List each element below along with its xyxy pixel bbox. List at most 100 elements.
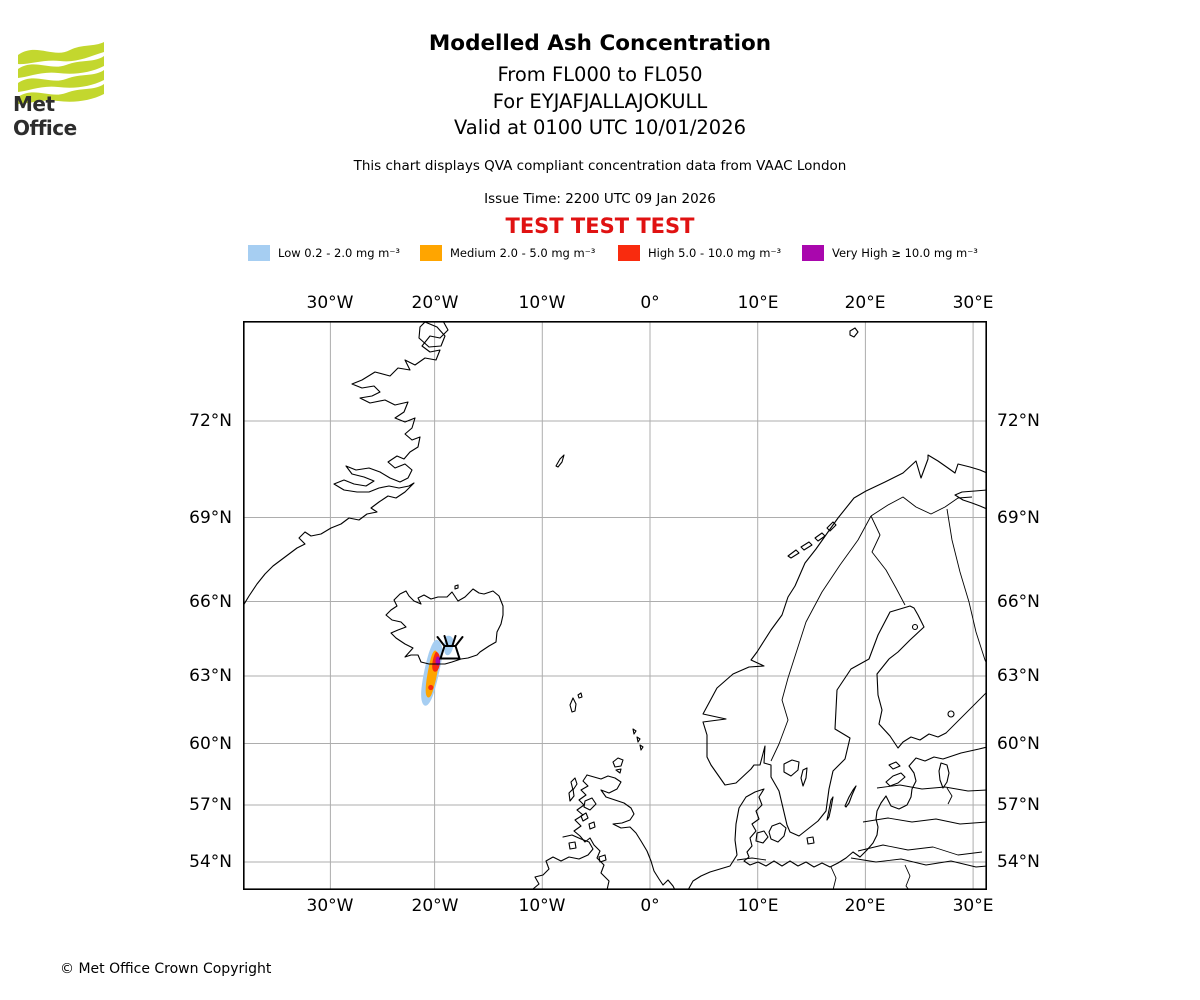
- coastline-faroe-islands: [569, 692, 583, 713]
- legend-swatch-veryhigh: [802, 245, 824, 261]
- lon-label-bottom-10w: 10°W: [518, 896, 566, 916]
- coastline-isle-of-man: [598, 854, 607, 863]
- coastline-zealand: [768, 822, 787, 843]
- issue-time: Issue Time: 2200 UTC 09 Jan 2026: [484, 191, 716, 207]
- legend-item-low: Low 0.2 - 2.0 mg m⁻³: [248, 244, 400, 262]
- logo-wordmark: Met Office: [13, 92, 77, 140]
- coastlines: [243, 321, 987, 890]
- map-canvas: [243, 321, 987, 890]
- coastline-greenland: [243, 321, 449, 607]
- border-norway-sweden: [770, 515, 872, 762]
- subtitle-valid-time: Valid at 0100 UTC 10/01/2026: [453, 116, 747, 139]
- qva-note: This chart displays QVA compliant concen…: [353, 158, 847, 174]
- volcano-eruption-marker: [436, 635, 464, 660]
- ash-plume-high-spot: [428, 684, 434, 691]
- lat-label-right-57n: 57°N: [997, 795, 1040, 815]
- coastline-hebrides: [568, 777, 597, 830]
- coastline-varangerfjord: [954, 489, 987, 510]
- coastline-hiiumaa: [888, 761, 901, 770]
- volcano-eruption-lines: [436, 635, 464, 647]
- coastline-ireland: [530, 834, 594, 890]
- border-norway-finland: [870, 496, 973, 517]
- lake-lough-neagh: [568, 841, 577, 850]
- lon-label-top-10w: 10°W: [518, 293, 566, 313]
- legend-label-high: High 5.0 - 10.0 mg m⁻³: [648, 246, 782, 260]
- lake-vattern: [800, 767, 808, 787]
- legend-item-veryhigh: Very High ≥ 10.0 mg m⁻³: [802, 244, 978, 262]
- lon-label-top-30w: 30°W: [306, 293, 354, 313]
- legend-label-veryhigh: Very High ≥ 10.0 mg m⁻³: [832, 246, 978, 260]
- coastline-jan-mayen: [555, 454, 565, 468]
- map-border: [243, 321, 987, 890]
- lat-label-left-69n: 69°N: [189, 508, 232, 528]
- border-sweden-finland: [870, 515, 906, 606]
- coastline-bornholm: [806, 836, 815, 845]
- lat-label-left-57n: 57°N: [189, 795, 232, 815]
- lake-saimaa: [947, 710, 955, 718]
- met-office-logo: [18, 42, 104, 104]
- border-estonia-latvia-russia: [876, 784, 987, 805]
- ash-plume-veryhigh: [435, 656, 441, 666]
- lat-label-left-66n: 66°N: [189, 592, 232, 612]
- border-finland-russia-south: [945, 691, 987, 734]
- copyright-notice: © Met Office Crown Copyright: [60, 961, 272, 977]
- lat-label-left-54n: 54°N: [189, 852, 232, 872]
- coastline-fennoscandia: [702, 454, 987, 837]
- coastline-gotland: [844, 785, 857, 808]
- map-frame: [243, 321, 987, 890]
- legend-swatch-low: [248, 245, 270, 261]
- coastline-grimsey-islet: [454, 584, 459, 590]
- border-lithuania-kaliningrad: [857, 844, 983, 856]
- border-latvia-lithuania: [862, 817, 987, 825]
- subtitle-volcano: For EYJAFJALLAJOKULL: [492, 90, 708, 113]
- lon-label-bottom-30e: 30°E: [952, 896, 994, 916]
- lon-label-bottom-0: 0°: [640, 896, 660, 916]
- legend-item-medium: Medium 2.0 - 5.0 mg m⁻³: [420, 244, 595, 262]
- lon-label-bottom-20w: 20°W: [411, 896, 459, 916]
- coastline-shetland: [632, 728, 644, 751]
- coastline-saaremaa: [885, 772, 906, 787]
- lon-label-top-30e: 30°E: [952, 293, 994, 313]
- lon-label-top-20e: 20°E: [844, 293, 886, 313]
- border-poland-belarus: [830, 857, 987, 890]
- coastline-oland: [826, 796, 834, 821]
- subtitle-flight-levels: From FL000 to FL050: [497, 63, 703, 86]
- coastline-iceland: [385, 588, 504, 665]
- lon-label-top-10e: 10°E: [737, 293, 779, 313]
- coastline-lofoten: [787, 521, 837, 559]
- legend-item-high: High 5.0 - 10.0 mg m⁻³: [618, 244, 781, 262]
- legend-label-medium: Medium 2.0 - 5.0 mg m⁻³: [450, 246, 596, 260]
- lat-label-right-60n: 60°N: [997, 734, 1040, 754]
- page-title: Modelled Ash Concentration: [428, 31, 772, 56]
- coastline-britain-west: [573, 774, 610, 890]
- lake-vanern: [783, 759, 800, 777]
- legend-swatch-high: [618, 245, 640, 261]
- legend-label-low: Low 0.2 - 2.0 mg m⁻³: [278, 246, 401, 260]
- lon-label-bottom-20e: 20°E: [844, 896, 886, 916]
- border-finland-russia-north: [946, 508, 987, 665]
- coastline-orkney: [612, 757, 624, 774]
- lake-oulujarvi: [911, 623, 919, 631]
- lake-peipus: [938, 762, 950, 789]
- coastline-britain-east: [586, 774, 676, 890]
- lat-label-right-54n: 54°N: [997, 852, 1040, 872]
- coastline-funen: [755, 830, 769, 844]
- lon-label-bottom-10e: 10°E: [737, 896, 779, 916]
- graticule-grid: [243, 321, 987, 890]
- coastline-bear-island: [849, 327, 859, 338]
- country-borders: [736, 496, 987, 890]
- logo-waves: [18, 42, 104, 104]
- coastline-baltic-south: [687, 746, 987, 890]
- lat-label-left-63n: 63°N: [189, 666, 232, 686]
- test-banner: TEST TEST TEST: [505, 214, 695, 238]
- lat-label-right-69n: 69°N: [997, 508, 1040, 528]
- lat-label-right-72n: 72°N: [997, 411, 1040, 431]
- coastline-greenland-island: [418, 321, 446, 348]
- lat-label-right-66n: 66°N: [997, 592, 1040, 612]
- legend-swatch-medium: [420, 245, 442, 261]
- lat-label-left-72n: 72°N: [189, 411, 232, 431]
- lon-label-bottom-30w: 30°W: [306, 896, 354, 916]
- lat-label-left-60n: 60°N: [189, 734, 232, 754]
- border-denmark-germany: [736, 857, 767, 861]
